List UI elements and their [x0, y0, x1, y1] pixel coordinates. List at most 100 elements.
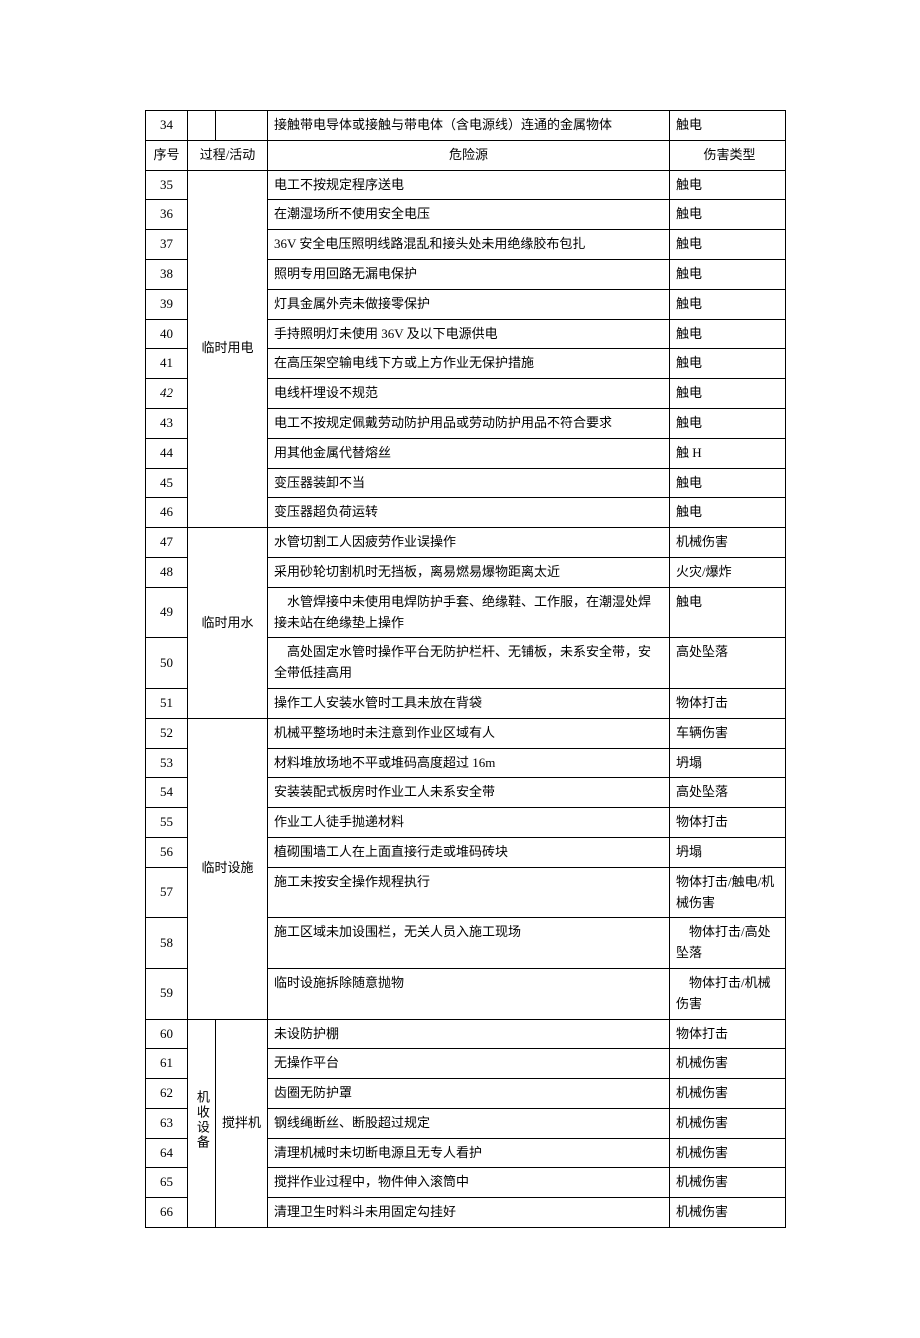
harm-cell: 触电	[670, 587, 786, 638]
source-cell: 在潮湿场所不使用安全电压	[268, 200, 670, 230]
harm-cell: 触电	[670, 319, 786, 349]
harm-cell: 机械伤害	[670, 1049, 786, 1079]
harm-cell: 高处坠落	[670, 638, 786, 689]
source-cell: 齿圈无防护罩	[268, 1079, 670, 1109]
harm-cell: 物体打击/触电/机械伤害	[670, 867, 786, 918]
source-cell: 电工不按规定佩戴劳动防护用品或劳动防护用品不符合要求	[268, 408, 670, 438]
source-cell: 36V 安全电压照明线路混乱和接头处未用绝缘胶布包扎	[268, 230, 670, 260]
seq-cell: 61	[146, 1049, 188, 1079]
source-cell: 植砌围墙工人在上面直接行走或堆码砖块	[268, 837, 670, 867]
source-cell: 作业工人徒手抛递材料	[268, 808, 670, 838]
harm-cell: 物体打击/高处坠落	[670, 918, 786, 969]
seq-cell: 53	[146, 748, 188, 778]
harm-cell: 触 H	[670, 438, 786, 468]
hazard-table: 34 接触带电导体或接触与带电体（含电源线）连通的金属物体 触电 序号 过程/活…	[145, 110, 786, 1228]
header-seq: 序号	[146, 140, 188, 170]
seq-cell: 38	[146, 259, 188, 289]
seq-cell: 66	[146, 1198, 188, 1228]
seq-cell: 44	[146, 438, 188, 468]
activity-group-cell: 机收设备	[188, 1019, 216, 1228]
harm-cell: 触电	[670, 289, 786, 319]
source-cell: 电线杆埋设不规范	[268, 379, 670, 409]
harm-cell: 物体打击	[670, 808, 786, 838]
harm-cell: 物体打击	[670, 1019, 786, 1049]
seq-cell: 62	[146, 1079, 188, 1109]
source-cell: 变压器超负荷运转	[268, 498, 670, 528]
source-cell: 未设防护棚	[268, 1019, 670, 1049]
source-cell: 施工区域未加设围栏，无关人员入施工现场	[268, 918, 670, 969]
seq-cell: 56	[146, 837, 188, 867]
harm-cell: 触电	[670, 111, 786, 141]
seq-cell: 63	[146, 1108, 188, 1138]
harm-cell: 火灾/爆炸	[670, 557, 786, 587]
source-cell: 无操作平台	[268, 1049, 670, 1079]
source-cell: 用其他金属代替熔丝	[268, 438, 670, 468]
seq-cell: 57	[146, 867, 188, 918]
seq-cell: 48	[146, 557, 188, 587]
harm-cell: 机械伤害	[670, 528, 786, 558]
header-source: 危险源	[268, 140, 670, 170]
seq-cell: 40	[146, 319, 188, 349]
harm-cell: 触电	[670, 408, 786, 438]
seq-cell: 50	[146, 638, 188, 689]
activity-label: 机收设备	[191, 1090, 212, 1150]
harm-cell: 触电	[670, 259, 786, 289]
source-cell: 清理机械时未切断电源且无专人看护	[268, 1138, 670, 1168]
source-cell: 灯具金属外壳未做接零保护	[268, 289, 670, 319]
harm-cell: 物体打击/机械伤害	[670, 968, 786, 1019]
harm-cell: 车辆伤害	[670, 718, 786, 748]
seq-cell: 35	[146, 170, 188, 200]
source-cell: 高处固定水管时操作平台无防护栏杆、无铺板，未系安全带，安全带低挂高用	[268, 638, 670, 689]
source-cell: 水管切割工人因疲劳作业误操作	[268, 528, 670, 558]
seq-cell: 51	[146, 688, 188, 718]
source-cell: 钢线绳断丝、断股超过规定	[268, 1108, 670, 1138]
source-cell: 接触带电导体或接触与带电体（含电源线）连通的金属物体	[268, 111, 670, 141]
source-cell: 采用砂轮切割机时无挡板，离易燃易爆物距离太近	[268, 557, 670, 587]
source-cell: 临时设施拆除随意抛物	[268, 968, 670, 1019]
seq-cell: 58	[146, 918, 188, 969]
source-cell: 在高压架空输电线下方或上方作业无保护措施	[268, 349, 670, 379]
source-cell: 材料堆放场地不平或堆码高度超过 16m	[268, 748, 670, 778]
seq-cell: 39	[146, 289, 188, 319]
source-cell: 照明专用回路无漏电保护	[268, 259, 670, 289]
seq-cell: 37	[146, 230, 188, 260]
seq-cell: 65	[146, 1168, 188, 1198]
source-cell: 机械平整场地时未注意到作业区域有人	[268, 718, 670, 748]
seq-cell: 34	[146, 111, 188, 141]
source-cell: 安装装配式板房时作业工人未系安全带	[268, 778, 670, 808]
activity-group-cell: 临时设施	[188, 718, 268, 1019]
header-harm: 伤害类型	[670, 140, 786, 170]
activity-group-cell: 临时用水	[188, 528, 268, 719]
seq-cell: 52	[146, 718, 188, 748]
source-cell: 搅拌作业过程中，物件伸入滚筒中	[268, 1168, 670, 1198]
seq-cell: 42	[146, 379, 188, 409]
harm-cell: 触电	[670, 230, 786, 260]
activity-cell	[216, 111, 268, 141]
harm-cell: 触电	[670, 349, 786, 379]
source-cell: 水管焊接中未使用电焊防护手套、绝缘鞋、工作服，在潮湿处焊接未站在绝缘垫上操作	[268, 587, 670, 638]
seq-cell: 59	[146, 968, 188, 1019]
activity-group-cell: 临时用电	[188, 170, 268, 528]
harm-cell: 机械伤害	[670, 1108, 786, 1138]
seq-cell: 36	[146, 200, 188, 230]
table-row: 60 机收设备 搅拌机 未设防护棚 物体打击	[146, 1019, 786, 1049]
table-row: 35 临时用电 电工不按规定程序送电 触电	[146, 170, 786, 200]
harm-cell: 机械伤害	[670, 1079, 786, 1109]
harm-cell: 坍塌	[670, 837, 786, 867]
table-row: 34 接触带电导体或接触与带电体（含电源线）连通的金属物体 触电	[146, 111, 786, 141]
source-cell: 清理卫生时料斗未用固定勾挂好	[268, 1198, 670, 1228]
activity-subgroup-cell: 搅拌机	[216, 1019, 268, 1228]
seq-cell: 49	[146, 587, 188, 638]
table-row: 52 临时设施 机械平整场地时未注意到作业区域有人 车辆伤害	[146, 718, 786, 748]
harm-cell: 坍塌	[670, 748, 786, 778]
source-cell: 手持照明灯未使用 36V 及以下电源供电	[268, 319, 670, 349]
source-cell: 施工未按安全操作规程执行	[268, 867, 670, 918]
header-activity: 过程/活动	[188, 140, 268, 170]
harm-cell: 高处坠落	[670, 778, 786, 808]
seq-cell: 41	[146, 349, 188, 379]
harm-cell: 机械伤害	[670, 1138, 786, 1168]
harm-cell: 触电	[670, 170, 786, 200]
seq-cell: 45	[146, 468, 188, 498]
seq-cell: 43	[146, 408, 188, 438]
table-row: 47 临时用水 水管切割工人因疲劳作业误操作 机械伤害	[146, 528, 786, 558]
